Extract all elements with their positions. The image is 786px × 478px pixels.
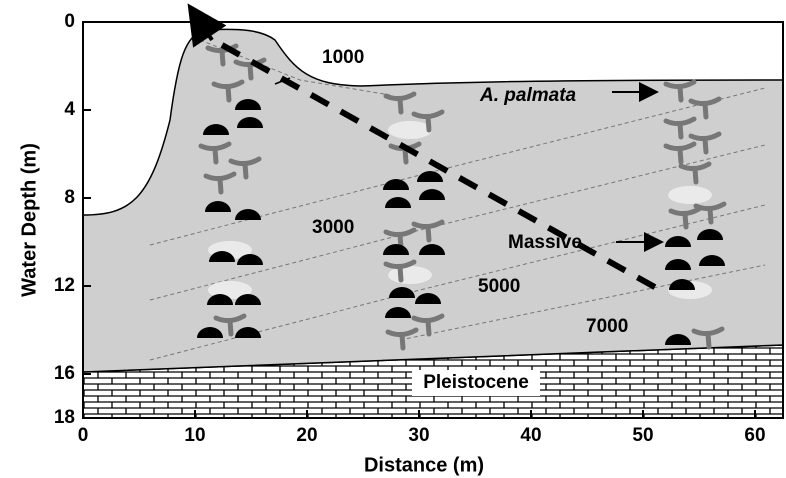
acropora-icon: [663, 141, 697, 165]
y-tick-label: 18: [54, 407, 75, 428]
annotation: Massive: [508, 232, 582, 253]
acropora-icon: [668, 206, 702, 230]
x-tick-label: 40: [520, 425, 541, 446]
acropora-icon: [211, 79, 245, 103]
massive-icon: [415, 293, 441, 304]
massive-icon: [697, 229, 723, 240]
x-tick-label: 50: [632, 425, 653, 446]
massive-icon: [209, 251, 235, 262]
annotation: 5000: [478, 276, 520, 297]
annotation: Pleistocene: [423, 372, 529, 393]
acropora-icon: [693, 201, 727, 225]
annotation: 3000: [312, 217, 354, 238]
massive-icon: [665, 259, 691, 270]
acropora-icon: [228, 156, 262, 180]
x-tick-label: 20: [296, 425, 317, 446]
x-tick-label: 10: [184, 425, 205, 446]
massive-icon: [665, 334, 691, 345]
axes-frame: [82, 21, 784, 419]
acropora-icon: [691, 326, 725, 350]
annotation: A. palmata: [479, 85, 577, 106]
sediment: [388, 121, 432, 139]
pointer: [274, 77, 291, 85]
reef-body: [82, 28, 784, 373]
massive-icon: [383, 179, 409, 190]
acropora-icon: [203, 171, 237, 195]
y-tick-label: 12: [54, 275, 75, 296]
x-tick-label: 60: [744, 425, 765, 446]
y-tick-label: 8: [64, 187, 75, 208]
x-tick-label: 0: [78, 425, 89, 446]
annotation: 1000: [322, 47, 364, 68]
acropora-icon: [198, 141, 232, 165]
acropora-icon: [411, 109, 445, 133]
massive-icon: [385, 197, 411, 208]
massive-icon: [205, 201, 231, 212]
massive-icon: [385, 307, 411, 318]
y-tick-label: 16: [54, 363, 75, 384]
acropora-icon: [385, 327, 419, 351]
massive-icon: [419, 189, 445, 200]
acropora-icon: [213, 313, 247, 337]
massive-icon: [235, 294, 261, 305]
massive-icon: [383, 244, 409, 255]
massive-icon: [699, 255, 725, 266]
acropora-icon: [411, 313, 445, 337]
massive-icon: [669, 279, 695, 290]
acropora-icon: [383, 259, 417, 283]
acropora-icon: [663, 79, 697, 103]
massive-icon: [237, 117, 263, 128]
acropora-icon: [688, 96, 722, 120]
acropora-icon: [205, 43, 239, 67]
acropora-icon: [233, 57, 267, 81]
dashed-trend: [220, 42, 662, 293]
massive-icon: [419, 244, 445, 255]
coral-columns: [197, 43, 727, 351]
y-axis-label: Water Depth (m): [18, 143, 40, 297]
sediment: [668, 186, 712, 204]
annotation: 7000: [586, 316, 628, 337]
acropora-icon: [383, 91, 417, 115]
massive-icon: [665, 236, 691, 247]
x-axis-label: Distance (m): [364, 454, 484, 476]
massive-icon: [417, 171, 443, 182]
plot-area: [82, 3, 784, 419]
massive-icon: [389, 287, 415, 298]
label-box: [412, 370, 540, 396]
acropora-icon: [411, 219, 445, 243]
acropora-icon: [663, 116, 697, 140]
acropora-icon: [678, 161, 712, 185]
massive-icon: [235, 99, 261, 110]
massive-icon: [207, 294, 233, 305]
massive-icon: [235, 327, 261, 338]
acropora-icon: [688, 131, 722, 155]
arrow: [187, 3, 227, 48]
y-tick-label: 4: [64, 99, 75, 120]
massive-icon: [203, 124, 229, 135]
massive-icon: [235, 209, 261, 220]
massive-icon: [237, 254, 263, 265]
massive-icon: [197, 327, 223, 338]
y-tick-label: 0: [64, 11, 75, 32]
x-tick-label: 30: [408, 425, 429, 446]
